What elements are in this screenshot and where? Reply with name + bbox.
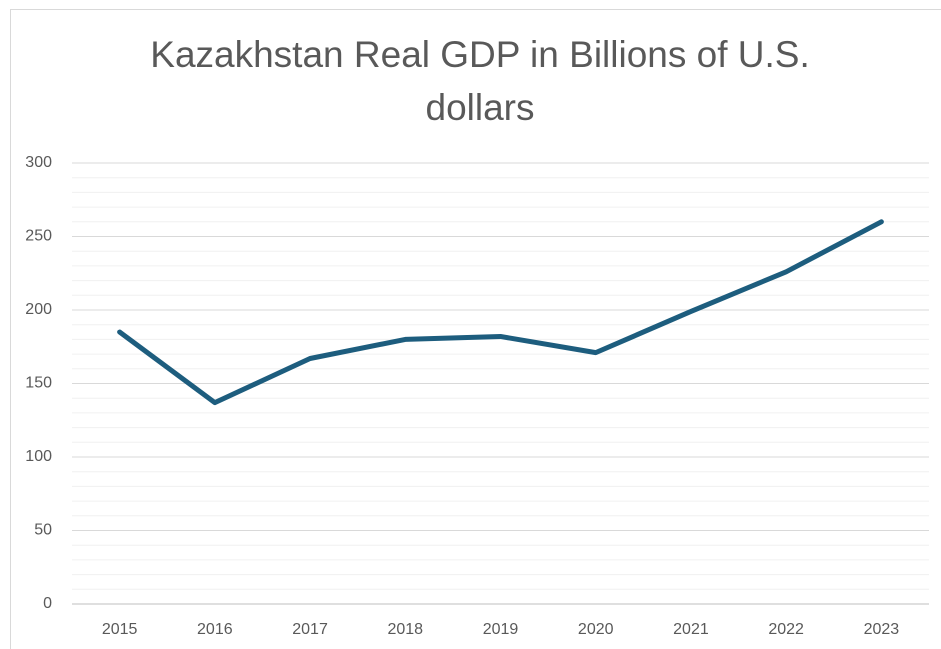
- x-tick-label: 2022: [768, 621, 804, 638]
- x-tick-label: 2018: [387, 621, 423, 638]
- y-tick-label: 150: [25, 375, 52, 392]
- x-tick-label: 2023: [864, 621, 900, 638]
- x-tick-label: 2020: [578, 621, 614, 638]
- x-tick-label: 2017: [292, 621, 328, 638]
- x-tick-label: 2019: [483, 621, 519, 638]
- chart-title: Kazakhstan Real GDP in Billions of U.S. …: [150, 34, 810, 128]
- x-tick-label: 2021: [673, 621, 709, 638]
- y-tick-label: 100: [25, 448, 52, 465]
- x-tick-label: 2015: [102, 621, 138, 638]
- data-line: [117, 219, 884, 406]
- chart-frame: [10, 9, 941, 649]
- y-tick-label: 250: [25, 228, 52, 245]
- y-tick-label: 300: [25, 154, 52, 171]
- y-tick-label: 0: [43, 595, 52, 612]
- y-tick-label: 200: [25, 301, 52, 318]
- x-tick-label: 2016: [197, 621, 233, 638]
- y-tick-label: 50: [34, 522, 52, 539]
